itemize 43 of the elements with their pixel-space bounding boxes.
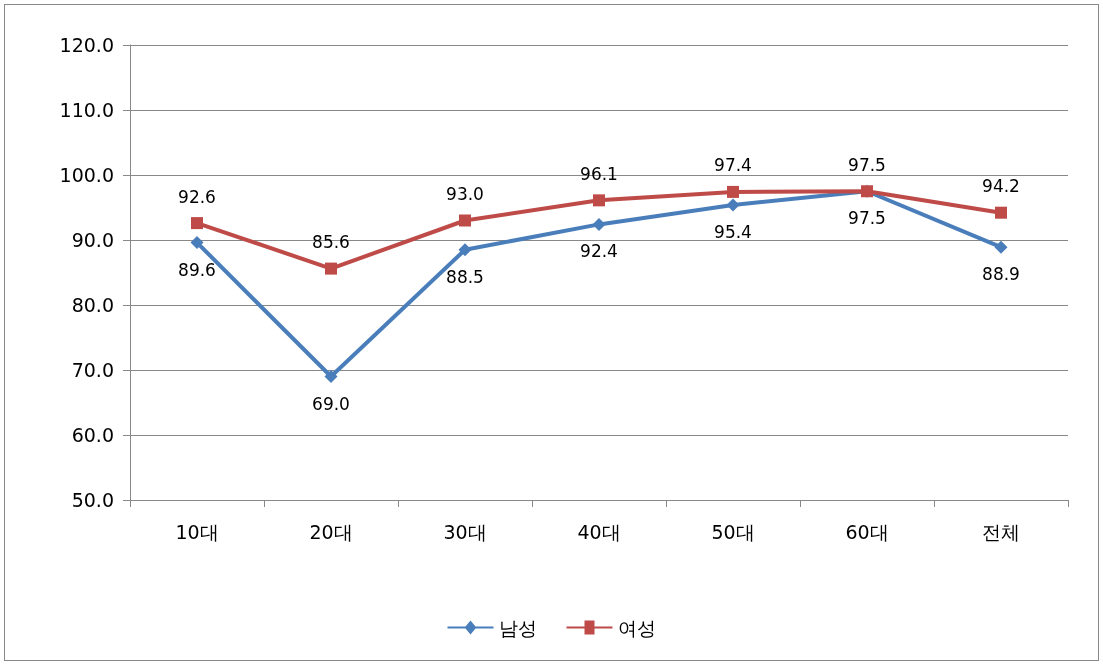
legend-label: 여성 [617,616,656,639]
point [727,185,739,198]
point [458,243,472,257]
point [325,262,337,275]
y-tick-label: 80.0 [71,294,114,316]
y-tick-label: 60.0 [71,424,114,446]
point [191,217,203,230]
data-label: 85.6 [312,232,350,253]
point [593,194,605,207]
data-label: 94.2 [982,176,1020,197]
data-label: 88.9 [982,264,1020,285]
y-tick-label: 50.0 [71,489,114,511]
data-label: 88.5 [446,266,484,287]
x-tick-label: 50대 [711,520,755,543]
y-tick-label: 110.0 [59,99,114,121]
y-tick-label: 120.0 [59,34,114,56]
data-label: 97.5 [848,208,886,229]
data-label: 92.6 [178,186,216,207]
x-tick-label: 60대 [845,520,889,543]
x-tick-label: 전체 [982,520,1020,543]
data-label: 95.4 [714,221,752,242]
x-tick-label: 40대 [577,520,621,543]
point [190,236,204,250]
data-label: 69.0 [312,393,350,414]
x-tick-label: 10대 [175,520,219,543]
y-tick-label: 100.0 [59,164,114,186]
data-label: 97.4 [714,155,752,176]
x-tick-label: 30대 [443,520,487,543]
point [324,370,338,383]
data-label: 97.5 [848,154,886,175]
data-label: 96.1 [580,163,618,184]
point [592,217,606,231]
point [995,206,1007,219]
point [994,240,1008,254]
point [726,198,740,212]
data-label: 92.4 [580,241,618,262]
y-tick-label: 90.0 [71,229,114,251]
data-label: 89.6 [178,259,216,280]
data-label: 93.0 [446,184,484,204]
legend-label: 남성 [498,616,537,639]
point [459,214,471,227]
y-tick-label: 70.0 [71,359,114,381]
x-tick-label: 20대 [309,520,353,543]
